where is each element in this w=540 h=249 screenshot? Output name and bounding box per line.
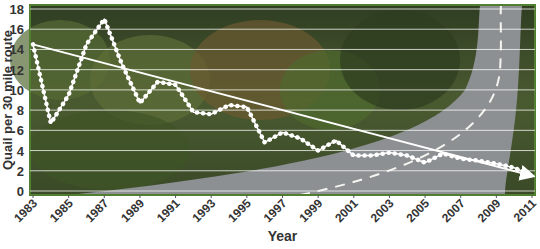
frame — [30, 5, 535, 195]
x-tick — [318, 195, 319, 198]
x-tick-label: 2011 — [511, 196, 540, 225]
x-tick-label: 1989 — [118, 196, 147, 225]
x-tick-label: 1985 — [47, 196, 76, 225]
x-tick — [33, 195, 34, 198]
data-line-core — [33, 19, 532, 176]
x-tick-label: 2007 — [439, 196, 468, 225]
data-line — [33, 19, 532, 176]
x-axis-title: Year — [268, 228, 298, 244]
x-tick-label: 1991 — [154, 196, 183, 225]
x-tick — [389, 195, 390, 198]
y-tick-label: 4 — [17, 144, 25, 159]
y-axis-title: Quail per 30 mile route — [0, 30, 15, 170]
x-tick — [175, 195, 176, 198]
background — [30, 5, 535, 195]
grid-line — [30, 69, 535, 70]
foliage — [340, 10, 460, 110]
x-tick-label: 1999 — [296, 196, 325, 225]
grid-line — [30, 49, 535, 50]
plot-area — [33, 19, 532, 176]
x-tick — [353, 195, 354, 198]
x-tick-label: 1983 — [11, 196, 40, 225]
grid-line — [30, 170, 535, 171]
y-tick-label: 0 — [17, 184, 24, 199]
grid-line — [30, 191, 535, 192]
x-tick-label: 2005 — [403, 196, 432, 225]
y-tick-label: 6 — [17, 123, 24, 138]
x-tick — [496, 195, 497, 198]
x-tick-label: 1995 — [225, 196, 254, 225]
y-tick-label: 18 — [10, 2, 24, 17]
x-tick-label: 2009 — [475, 196, 504, 225]
trend-line — [33, 44, 532, 175]
y-tick-label: 2 — [17, 164, 24, 179]
grid-line — [30, 150, 535, 151]
x-tick — [211, 195, 212, 198]
x-tick-label: 1997 — [261, 196, 290, 225]
grid-line — [30, 89, 535, 90]
x-tick — [460, 195, 461, 198]
x-tick — [246, 195, 247, 198]
x-tick-label: 1987 — [83, 196, 112, 225]
grid-line — [30, 9, 535, 10]
x-tick — [425, 195, 426, 198]
chart: 0246810121416181983198519871989199119931… — [0, 0, 540, 249]
x-tick-label: 1993 — [190, 196, 219, 225]
x-tick — [139, 195, 140, 198]
road-centerline — [300, 5, 501, 195]
x-tick — [532, 195, 533, 198]
grid-line — [30, 29, 535, 30]
x-tick — [68, 195, 69, 198]
y-tick-label: 8 — [17, 103, 24, 118]
grid-line — [30, 130, 535, 131]
foliage — [30, 110, 190, 190]
x-tick — [282, 195, 283, 198]
x-tick — [104, 195, 105, 198]
x-tick-label: 2003 — [368, 196, 397, 225]
x-tick-label: 2001 — [332, 196, 361, 225]
